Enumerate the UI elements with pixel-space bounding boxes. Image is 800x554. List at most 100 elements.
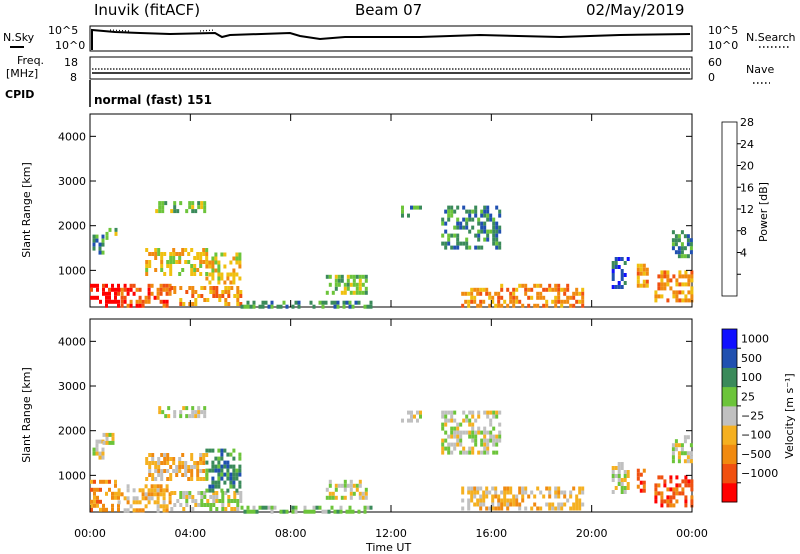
power-echo-cell bbox=[208, 264, 212, 269]
velocity-echo-cell bbox=[343, 487, 347, 492]
velocity-echo-cell bbox=[212, 495, 216, 499]
power-echo-cell bbox=[324, 300, 328, 305]
velocity-echo-cell bbox=[617, 466, 621, 470]
velocity-echo-cell bbox=[102, 503, 105, 508]
power-echo-cell bbox=[220, 272, 224, 277]
power-echo-cell bbox=[236, 302, 240, 306]
power-echo-cell bbox=[623, 281, 627, 285]
power-echo-cell bbox=[108, 299, 111, 304]
velocity-echo-cell bbox=[196, 473, 200, 477]
velocity-echo-cell bbox=[689, 443, 693, 448]
velocity-echo-cell bbox=[166, 469, 170, 473]
velocity-echo-cell bbox=[512, 498, 516, 503]
velocity-echo-cell bbox=[203, 503, 207, 507]
power-echo-cell bbox=[480, 229, 484, 234]
velocity-y-tick-label: 2000 bbox=[58, 425, 86, 438]
velocity-echo-cell bbox=[355, 483, 359, 488]
velocity-echo-cell bbox=[181, 465, 185, 469]
velocity-echo-cell bbox=[99, 487, 102, 492]
velocity-echo-cell bbox=[147, 492, 151, 497]
velocity-echo-cell bbox=[509, 490, 513, 495]
power-echo-cell bbox=[337, 282, 341, 287]
power-echo-cell bbox=[211, 264, 215, 269]
velocity-echo-cell bbox=[626, 470, 630, 474]
power-echo-cell bbox=[361, 274, 365, 279]
power-echo-cell bbox=[157, 252, 161, 256]
velocity-echo-cell bbox=[666, 487, 670, 492]
velocity-echo-cell bbox=[461, 506, 465, 511]
power-echo-cell bbox=[500, 283, 504, 288]
power-echo-cell bbox=[194, 302, 198, 306]
velocity-echo-cell bbox=[190, 457, 194, 461]
power-echo-cell bbox=[654, 290, 658, 295]
power-echo-cell bbox=[450, 245, 454, 250]
velocity-echo-cell bbox=[474, 430, 478, 435]
velocity-echo-cell bbox=[157, 457, 161, 461]
power-echo-cell bbox=[358, 290, 362, 295]
power-echo-cell bbox=[217, 276, 221, 281]
power-echo-cell bbox=[680, 254, 684, 259]
velocity-echo-cell bbox=[575, 502, 579, 507]
power-echo-cell bbox=[548, 287, 552, 292]
power-echo-cell bbox=[575, 287, 579, 292]
power-echo-cell bbox=[236, 294, 240, 298]
velocity-echo-cell bbox=[471, 450, 475, 455]
velocity-echo-cell bbox=[334, 495, 338, 500]
power-echo-cell bbox=[154, 268, 158, 272]
power-echo-cell bbox=[224, 302, 228, 306]
velocity-echo-cell bbox=[456, 434, 460, 439]
power-echo-cell bbox=[636, 271, 640, 276]
power-echo-cell bbox=[166, 260, 170, 264]
velocity-echo-cell bbox=[542, 494, 546, 499]
power-echo-cell bbox=[492, 217, 496, 222]
time-tick-label: 00:00 bbox=[676, 527, 708, 540]
velocity-echo-cell bbox=[184, 469, 188, 473]
velocity-echo-cell bbox=[343, 483, 347, 488]
power-echo-cell bbox=[147, 291, 151, 296]
velocity-echo-cell bbox=[148, 469, 152, 473]
power-echo-cell bbox=[291, 304, 295, 309]
velocity-echo-cell bbox=[252, 505, 256, 510]
power-echo-cell bbox=[674, 242, 678, 247]
velocity-echo-cell bbox=[349, 487, 353, 492]
velocity-colorbar-segment bbox=[722, 367, 737, 388]
power-echo-cell bbox=[518, 299, 522, 304]
velocity-echo-cell bbox=[220, 472, 224, 477]
velocity-echo-cell bbox=[331, 491, 335, 496]
time-tick-label: 20:00 bbox=[576, 527, 608, 540]
velocity-echo-cell bbox=[202, 477, 206, 481]
power-echo-cell bbox=[465, 245, 469, 250]
power-echo-cell bbox=[105, 303, 108, 308]
velocity-echo-cell bbox=[343, 479, 347, 484]
power-echo-cell bbox=[495, 237, 499, 242]
power-echo-cell bbox=[355, 290, 359, 295]
power-echo-cell bbox=[160, 264, 164, 268]
velocity-echo-cell bbox=[483, 438, 487, 443]
power-echo-cell bbox=[187, 252, 191, 256]
velocity-echo-cell bbox=[223, 480, 227, 485]
velocity-echo-cell bbox=[623, 478, 627, 482]
velocity-colorbar-label-value: 500 bbox=[741, 352, 762, 365]
velocity-echo-cell bbox=[470, 494, 474, 499]
velocity-echo-cell bbox=[166, 477, 170, 481]
velocity-echo-cell bbox=[306, 509, 310, 514]
power-echo-cell bbox=[129, 303, 133, 308]
time-tick-label: 16:00 bbox=[475, 527, 507, 540]
power-echo-cell bbox=[179, 302, 183, 306]
nsearch-label: N.Search bbox=[746, 31, 796, 44]
velocity-echo-cell bbox=[208, 448, 212, 453]
velocity-echo-cell bbox=[611, 470, 615, 474]
power-echo-cell bbox=[340, 278, 344, 283]
power-echo-cell bbox=[539, 283, 543, 288]
time-tick-label: 12:00 bbox=[375, 527, 407, 540]
velocity-echo-cell bbox=[548, 486, 552, 491]
power-echo-cell bbox=[364, 290, 368, 295]
power-echo-cell bbox=[120, 299, 124, 304]
power-echo-cell bbox=[671, 238, 675, 243]
power-echo-cell bbox=[669, 286, 673, 291]
nsearch-tick-high: 10^5 bbox=[708, 24, 738, 37]
velocity-echo-cell bbox=[548, 502, 552, 507]
velocity-echo-cell bbox=[205, 488, 209, 493]
